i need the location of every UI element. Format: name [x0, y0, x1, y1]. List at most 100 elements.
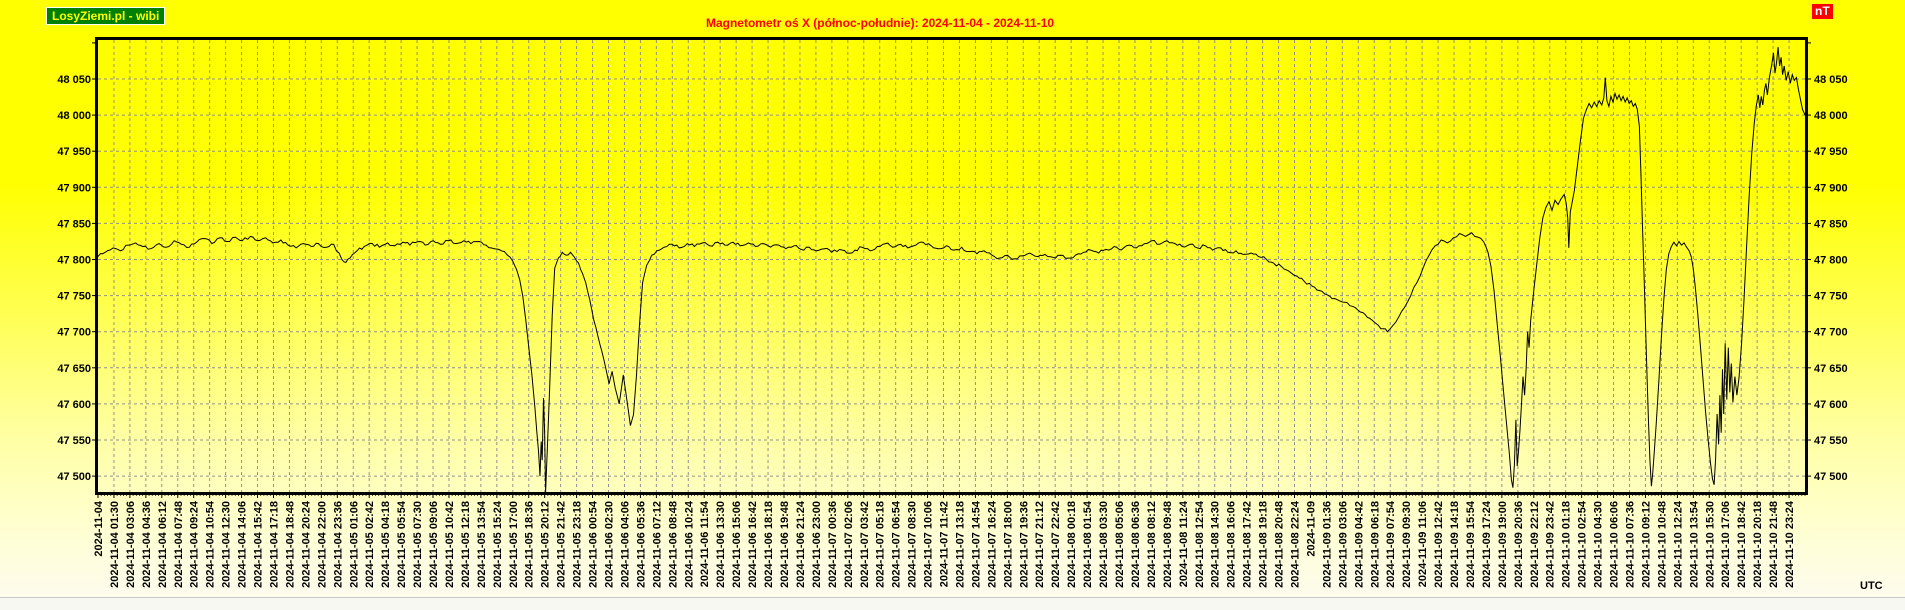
svg-text:2024-11-05 09:06: 2024-11-05 09:06 — [428, 501, 440, 588]
svg-text:2024-11-05 13:54: 2024-11-05 13:54 — [476, 500, 488, 588]
svg-text:2024-11-06 02:30: 2024-11-06 02:30 — [604, 501, 616, 588]
svg-text:2024-11-10 06:06: 2024-11-10 06:06 — [1609, 501, 1621, 588]
svg-text:2024-11-06 18:18: 2024-11-06 18:18 — [763, 501, 775, 588]
svg-text:2024-11-05 18:36: 2024-11-05 18:36 — [524, 501, 536, 588]
svg-text:47 700: 47 700 — [1814, 327, 1848, 339]
svg-text:2024-11-05 01:06: 2024-11-05 01:06 — [348, 501, 360, 588]
svg-text:2024-11-04 23:36: 2024-11-04 23:36 — [332, 501, 344, 588]
svg-text:2024-11-08 12:54: 2024-11-08 12:54 — [1194, 500, 1206, 588]
svg-text:2024-11-07 16:24: 2024-11-07 16:24 — [986, 500, 998, 588]
svg-text:2024-11-05 21:42: 2024-11-05 21:42 — [556, 501, 568, 588]
svg-text:2024-11-08 19:18: 2024-11-08 19:18 — [1258, 501, 1270, 588]
svg-text:2024-11-09 15:54: 2024-11-09 15:54 — [1465, 500, 1477, 588]
svg-text:2024-11-09 22:12: 2024-11-09 22:12 — [1529, 501, 1541, 588]
svg-text:48 000: 48 000 — [1814, 110, 1848, 122]
svg-text:2024-11-08 05:06: 2024-11-08 05:06 — [1114, 501, 1126, 588]
svg-text:2024-11-10 15:30: 2024-11-10 15:30 — [1704, 501, 1716, 588]
svg-text:2024-11-07 18:00: 2024-11-07 18:00 — [1002, 501, 1014, 588]
svg-text:2024-11-10 20:18: 2024-11-10 20:18 — [1752, 501, 1764, 588]
svg-text:47 600: 47 600 — [1814, 399, 1848, 411]
svg-text:2024-11-08 08:12: 2024-11-08 08:12 — [1146, 501, 1158, 588]
svg-text:2024-11-06 05:36: 2024-11-06 05:36 — [635, 501, 647, 588]
axis-labels: 47 500 47 500 47 550 47 550 47 600 47 600 47 6… — [57, 74, 1847, 588]
svg-text:47 550: 47 550 — [57, 435, 91, 447]
svg-text:2024-11-04 15:42: 2024-11-04 15:42 — [253, 501, 265, 588]
svg-text:2024-11-06 13:30: 2024-11-06 13:30 — [715, 501, 727, 588]
svg-text:2024-11-08 03:30: 2024-11-08 03:30 — [1098, 501, 1110, 588]
svg-text:2024-11-06 15:06: 2024-11-06 15:06 — [731, 501, 743, 588]
svg-text:47 950: 47 950 — [57, 146, 91, 158]
svg-text:2024-11-06 00:54: 2024-11-06 00:54 — [588, 500, 600, 588]
svg-text:2024-11-04 07:48: 2024-11-04 07:48 — [173, 501, 185, 588]
svg-text:2024-11-05 02:42: 2024-11-05 02:42 — [364, 501, 376, 588]
svg-text:2024-11-10 10:48: 2024-11-10 10:48 — [1656, 501, 1668, 588]
svg-text:2024-11-09 20:36: 2024-11-09 20:36 — [1513, 501, 1525, 588]
svg-text:2024-11-09 09:30: 2024-11-09 09:30 — [1401, 501, 1413, 588]
svg-text:2024-11-09 04:42: 2024-11-09 04:42 — [1353, 501, 1365, 588]
grid-lines — [98, 40, 1805, 492]
svg-text:2024-11-04 09:24: 2024-11-04 09:24 — [189, 500, 201, 588]
svg-text:47 900: 47 900 — [57, 182, 91, 194]
svg-text:2024-11-06 10:24: 2024-11-06 10:24 — [683, 500, 695, 588]
svg-text:2024-11-10 21:48: 2024-11-10 21:48 — [1768, 501, 1780, 588]
svg-text:2024-11-09 12:42: 2024-11-09 12:42 — [1433, 501, 1445, 588]
svg-text:2024-11-08 22:24: 2024-11-08 22:24 — [1290, 500, 1302, 588]
svg-text:2024-11-07 00:36: 2024-11-07 00:36 — [827, 501, 839, 588]
svg-text:2024-11-04 12:30: 2024-11-04 12:30 — [221, 501, 233, 588]
svg-text:2024-11-08 20:48: 2024-11-08 20:48 — [1274, 501, 1286, 588]
timezone-label: UTC — [1860, 580, 1883, 592]
svg-text:47 850: 47 850 — [1814, 218, 1848, 230]
svg-text:2024-11-05 23:18: 2024-11-05 23:18 — [572, 501, 584, 588]
svg-text:2024-11-09: 2024-11-09 — [1305, 501, 1317, 557]
svg-text:48 050: 48 050 — [57, 74, 91, 86]
unit-badge: nT — [1812, 4, 1833, 19]
svg-text:2024-11-05 17:00: 2024-11-05 17:00 — [508, 501, 520, 588]
svg-text:2024-11-07 11:42: 2024-11-07 11:42 — [939, 501, 951, 587]
svg-text:2024-11-07 08:30: 2024-11-07 08:30 — [907, 501, 919, 588]
svg-text:47 750: 47 750 — [1814, 291, 1848, 303]
svg-text:2024-11-10 01:18: 2024-11-10 01:18 — [1561, 501, 1573, 588]
svg-text:47 700: 47 700 — [57, 327, 91, 339]
svg-text:2024-11-08 14:30: 2024-11-08 14:30 — [1210, 501, 1222, 588]
svg-text:2024-11-07 13:18: 2024-11-07 13:18 — [955, 501, 967, 588]
svg-text:2024-11-04 01:30: 2024-11-04 01:30 — [109, 501, 121, 588]
brand-link[interactable]: LosyZiemi.pl - wibi — [46, 7, 166, 25]
svg-text:47 750: 47 750 — [57, 291, 91, 303]
svg-text:2024-11-05 20:12: 2024-11-05 20:12 — [540, 501, 552, 588]
svg-text:2024-11-05 10:42: 2024-11-05 10:42 — [444, 501, 456, 588]
svg-text:2024-11-04 04:36: 2024-11-04 04:36 — [141, 501, 153, 588]
svg-text:2024-11-07 02:06: 2024-11-07 02:06 — [843, 501, 855, 588]
svg-text:2024-11-07 06:54: 2024-11-07 06:54 — [891, 500, 903, 588]
svg-text:2024-11-10 02:54: 2024-11-10 02:54 — [1577, 500, 1589, 588]
plot-frame — [95, 37, 1808, 495]
svg-text:2024-11-09 14:18: 2024-11-09 14:18 — [1449, 501, 1461, 588]
svg-text:2024-11-08 09:48: 2024-11-08 09:48 — [1162, 501, 1174, 588]
svg-text:2024-11-04 06:12: 2024-11-04 06:12 — [157, 501, 169, 588]
svg-text:2024-11-04 17:18: 2024-11-04 17:18 — [269, 501, 281, 588]
svg-text:2024-11-09 06:18: 2024-11-09 06:18 — [1369, 501, 1381, 588]
svg-text:2024-11-04 10:54: 2024-11-04 10:54 — [205, 500, 217, 588]
svg-text:2024-11-04: 2024-11-04 — [93, 500, 105, 557]
page-title: Magnetometr oś X (północ-południe): 2024… — [705, 16, 1055, 30]
svg-text:47 600: 47 600 — [57, 399, 91, 411]
svg-text:2024-11-06 08:48: 2024-11-06 08:48 — [667, 501, 679, 588]
svg-text:2024-11-10 13:54: 2024-11-10 13:54 — [1688, 500, 1700, 588]
svg-text:48 000: 48 000 — [57, 110, 91, 122]
svg-text:2024-11-10 12:24: 2024-11-10 12:24 — [1672, 500, 1684, 588]
svg-text:2024-11-07 19:36: 2024-11-07 19:36 — [1018, 501, 1030, 588]
svg-text:47 650: 47 650 — [57, 363, 91, 375]
svg-text:2024-11-09 01:36: 2024-11-09 01:36 — [1321, 501, 1333, 588]
svg-text:47 500: 47 500 — [57, 471, 91, 483]
svg-text:2024-11-05 05:54: 2024-11-05 05:54 — [396, 500, 408, 588]
svg-text:2024-11-10 04:30: 2024-11-10 04:30 — [1593, 501, 1605, 588]
svg-text:2024-11-05 04:18: 2024-11-05 04:18 — [380, 501, 392, 588]
svg-text:2024-11-08 16:06: 2024-11-08 16:06 — [1226, 501, 1238, 588]
svg-text:47 800: 47 800 — [1814, 255, 1848, 267]
svg-text:2024-11-07 05:18: 2024-11-07 05:18 — [875, 501, 887, 588]
svg-text:2024-11-07 22:42: 2024-11-07 22:42 — [1050, 501, 1062, 588]
svg-text:2024-11-04 03:06: 2024-11-04 03:06 — [125, 501, 137, 588]
svg-text:2024-11-07 10:06: 2024-11-07 10:06 — [923, 501, 935, 588]
svg-text:47 850: 47 850 — [57, 218, 91, 230]
